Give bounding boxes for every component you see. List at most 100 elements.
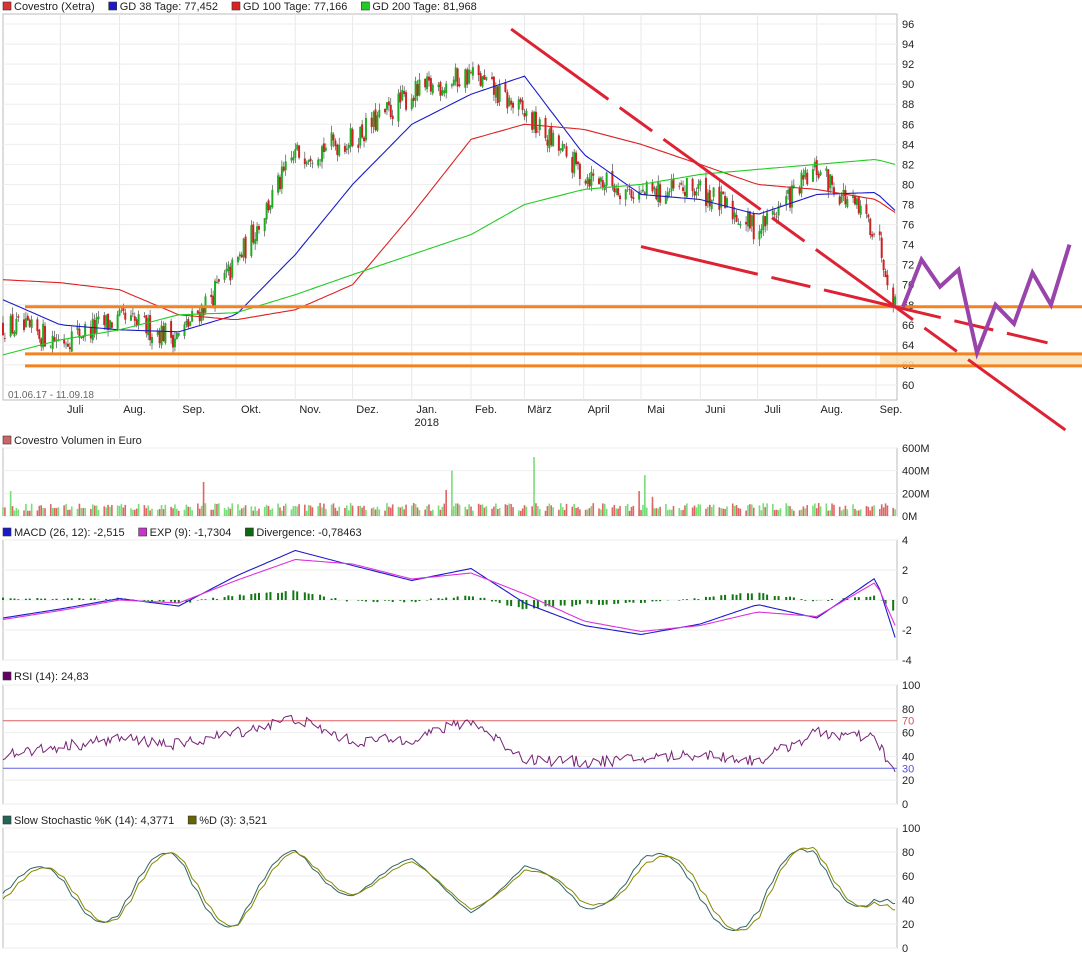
- volume-bar: [724, 509, 726, 516]
- macd-hist-bar: [858, 597, 860, 600]
- macd-tick-4: 4: [902, 535, 908, 547]
- candle-body: [472, 67, 474, 75]
- volume-bar: [600, 509, 602, 516]
- macd-hist-bar: [346, 600, 348, 601]
- candle-body: [331, 132, 333, 146]
- candle-body: [579, 164, 581, 179]
- volume-bar: [478, 504, 480, 516]
- candle-body: [388, 101, 390, 105]
- candle-body: [806, 173, 808, 184]
- volume-tick-3: 0M: [902, 511, 917, 523]
- volume-bar: [772, 504, 774, 516]
- volume-bar: [759, 505, 761, 516]
- candle-body: [619, 195, 621, 199]
- volume-bar: [868, 507, 870, 516]
- candle-body: [23, 319, 25, 330]
- candle-body: [390, 105, 392, 117]
- volume-bar: [736, 505, 738, 516]
- volume-bar: [109, 507, 111, 516]
- macd-hist-bar: [564, 600, 566, 605]
- price-tick-80: 80: [902, 179, 914, 191]
- candle-body: [277, 175, 279, 192]
- volume-bar: [747, 505, 749, 516]
- macd-hist-bar: [483, 598, 485, 600]
- candle-body: [854, 196, 856, 204]
- macd-hist-bar: [13, 599, 15, 600]
- candle-body: [103, 315, 105, 325]
- candle-body: [399, 92, 401, 102]
- month-label-7: Feb.: [475, 404, 497, 416]
- volume-bar: [279, 507, 281, 516]
- candle-body: [294, 149, 296, 158]
- volume-bar: [239, 510, 241, 516]
- macd-hist-bar: [296, 591, 298, 600]
- volume-bar: [606, 509, 608, 516]
- candle-body: [617, 188, 619, 195]
- candle-body: [418, 80, 420, 96]
- candle-body: [787, 190, 789, 194]
- candle-body: [149, 315, 151, 340]
- candle-body: [386, 102, 388, 110]
- volume-bar: [98, 510, 100, 516]
- macd-hist-bar: [292, 590, 294, 600]
- volume-bar: [631, 507, 633, 516]
- volume-bar: [291, 509, 293, 516]
- volume-bar: [268, 506, 270, 516]
- candle-body: [134, 316, 136, 320]
- candle-body: [268, 200, 270, 210]
- volume-bar: [352, 506, 354, 516]
- volume-bar: [264, 507, 266, 516]
- candle-body: [357, 145, 359, 148]
- macd-hist-bar: [40, 599, 42, 600]
- date-range-label: 01.06.17 - 11.09.18: [8, 390, 94, 401]
- volume-bar: [42, 508, 44, 516]
- volume-spike-2: [451, 471, 453, 516]
- candle-body: [575, 153, 577, 165]
- volume-bar: [682, 510, 684, 516]
- volume-bar: [493, 507, 495, 516]
- volume-bar: [415, 504, 417, 516]
- candle-body: [256, 226, 258, 241]
- macd-tick-2: 2: [902, 565, 908, 577]
- volume-bar: [698, 504, 700, 516]
- candle-body: [718, 187, 720, 210]
- candle-body: [237, 257, 239, 262]
- candle-body: [271, 190, 273, 207]
- volume-bar: [428, 504, 430, 516]
- candle-body: [535, 112, 537, 133]
- candle-body: [245, 237, 247, 259]
- volume-bar: [799, 510, 801, 516]
- volume-bar: [831, 503, 833, 516]
- candle-body: [736, 215, 738, 222]
- volume-bar: [699, 505, 701, 516]
- candle-body: [673, 178, 675, 188]
- volume-bar: [633, 506, 635, 516]
- stoch-tick-100: 100: [902, 823, 920, 835]
- stoch-tick-0: 0: [902, 943, 908, 955]
- volume-bar: [713, 505, 715, 516]
- volume-bar: [258, 509, 260, 516]
- macd-hist-bar: [472, 596, 474, 600]
- volume-bar: [310, 506, 312, 516]
- volume-bar: [442, 507, 444, 516]
- stoch-legend-label-1: %D (3): 3,521: [199, 815, 267, 827]
- volume-bar: [103, 506, 105, 516]
- volume-spike-6: [644, 475, 646, 516]
- candle-body: [2, 323, 4, 336]
- volume-bar: [96, 506, 98, 516]
- candle-body: [776, 217, 778, 218]
- macd-hist-bar: [388, 600, 390, 601]
- candle-body: [545, 118, 547, 138]
- volume-bar: [319, 503, 321, 516]
- volume-bar: [401, 507, 403, 516]
- volume-bar: [617, 509, 619, 516]
- volume-bar: [218, 503, 220, 516]
- candle-body: [879, 231, 881, 235]
- macd-hist-bar: [453, 598, 455, 600]
- volume-spike-4: [533, 457, 535, 516]
- rsi-tick-20: 20: [902, 775, 914, 787]
- volume-bar: [197, 503, 199, 516]
- macd-hist-bar: [560, 600, 562, 606]
- volume-bar: [105, 507, 107, 516]
